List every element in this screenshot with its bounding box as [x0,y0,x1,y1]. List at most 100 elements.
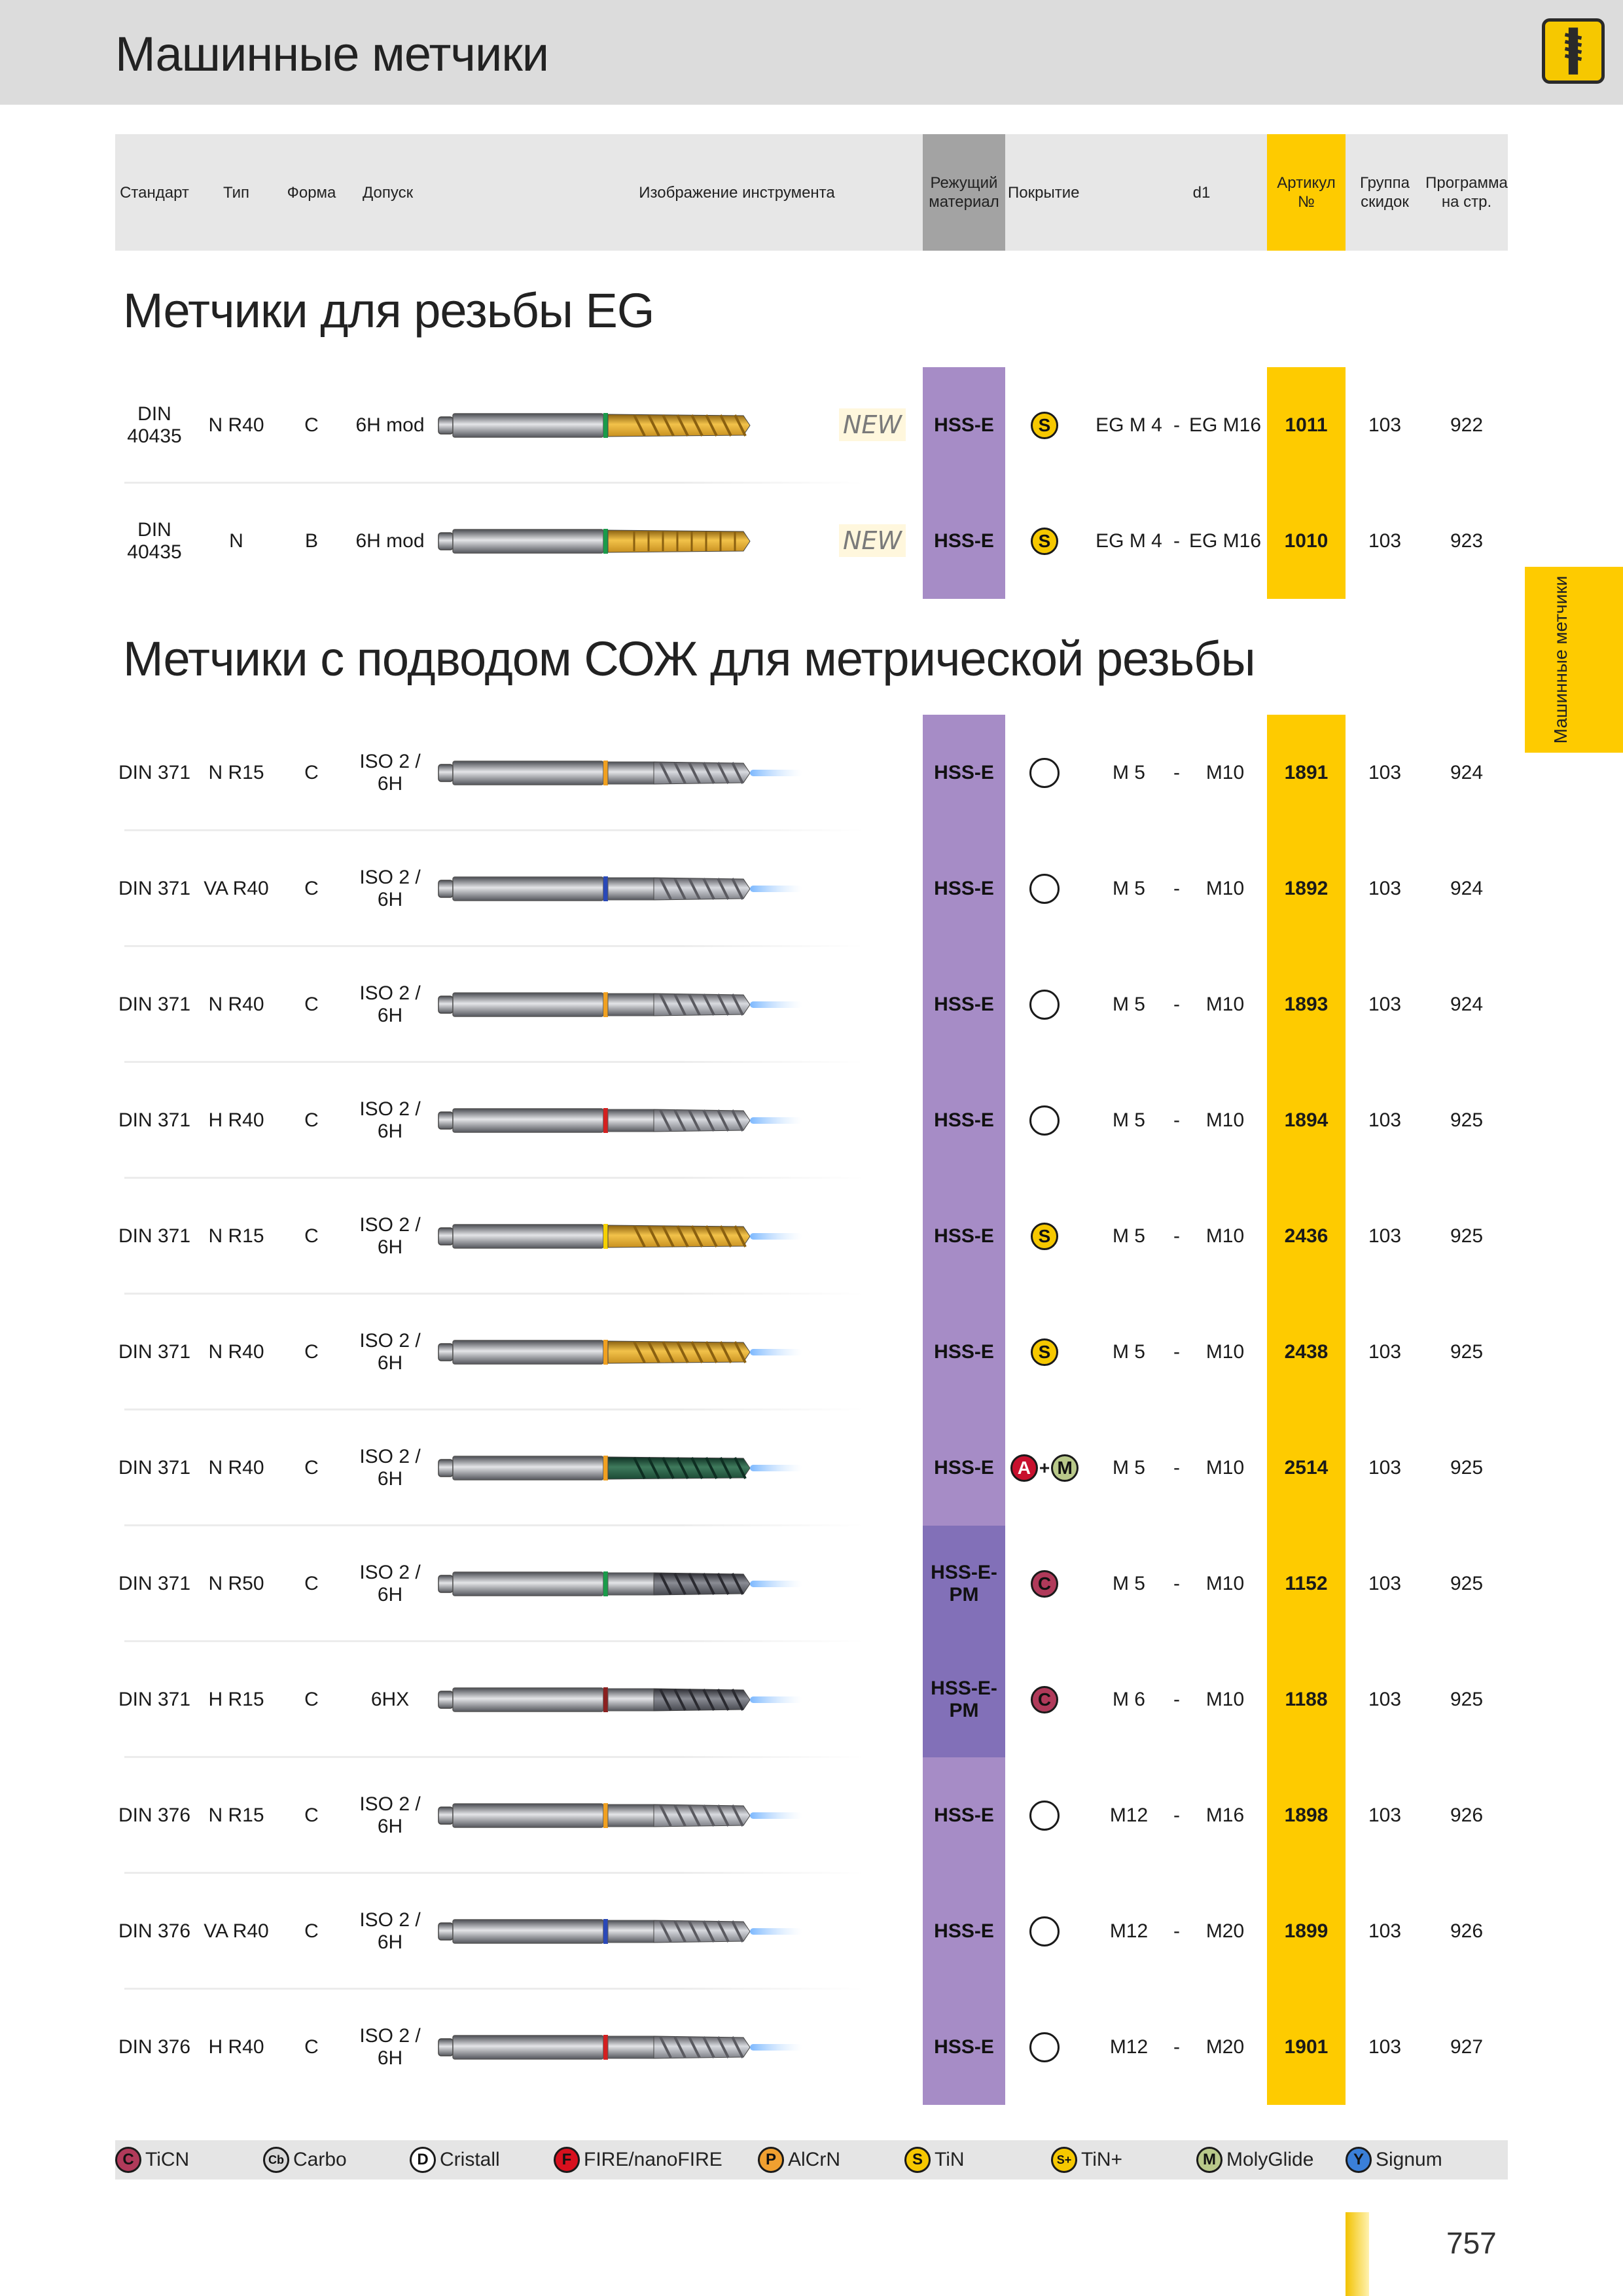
tool-flute-line [659,1688,672,1711]
form-cell: C [304,1225,319,1247]
tool-flute-line [662,1340,675,1363]
coolant-jet [750,1232,802,1240]
coating-s-icon: S [1031,1222,1058,1250]
row-separator [124,1640,864,1642]
page-title: Машинные метчики [115,27,549,81]
tool-flute-line [673,993,687,1016]
tool-flute-line [717,1688,730,1711]
program-page-cell: 924 [1450,761,1484,783]
tool-color-ring [603,1107,608,1133]
tolerance-cell: ISO 2 / 6H [359,2024,421,2069]
standard-cell: DIN 40435 [127,403,182,447]
legend-item: S+ TiN+ [1051,2140,1122,2179]
legend-label: Cristall [440,2149,500,2170]
tool-square-end [438,763,454,782]
coating-plus: + [1039,1457,1050,1478]
d1-dash: - [1173,1688,1180,1710]
type-cell: N R40 [208,1340,264,1363]
coating-cell: C [1008,1641,1081,1757]
tool-color-ring [603,1571,608,1596]
tool-flute-line [717,1572,730,1595]
tool-flute-line [731,1920,744,1943]
d1-to-cell: M10 [1205,1225,1245,1247]
legend-alcrn-icon: P [758,2147,784,2173]
header-article: Артикул № [1267,134,1346,251]
standard-cell: DIN 371 [118,1225,191,1247]
tool-flute-line [647,1225,660,1247]
legend-label: Carbo [293,2149,347,2170]
article-number: 1893 [1284,993,1329,1015]
coolant-jet [750,1348,802,1355]
tool-flute-line [734,1456,747,1479]
tool-flute-line [705,1340,718,1363]
tool-flute-line [719,1340,732,1363]
tool-shank [452,876,604,901]
coating-cell [1008,1062,1081,1178]
discount-group-cell: 103 [1368,1340,1402,1363]
tool-flute-line [717,2036,730,2058]
tool-color-ring [603,1455,608,1480]
tool-flute-line [702,761,715,784]
tool-flute-line [662,414,675,437]
material-cell: HSS-E [934,1340,994,1363]
tool-flute-line [676,414,689,437]
form-cell: C [304,1572,319,1594]
coating-cell [1008,1989,1081,2105]
tool-thread-body [607,529,751,553]
tool-flute-line [702,877,715,900]
coating-cell [1008,1873,1081,1989]
tool-color-ring [603,876,608,901]
legend-carbo-icon: Cb [263,2147,289,2173]
standard-cell: DIN 40435 [127,518,182,563]
coolant-jet [750,1928,802,1935]
d1-from-cell: M 5 [1112,1456,1145,1479]
new-badge: NEW [839,524,906,557]
tap-tool-image [438,1455,802,1480]
coating-cell [1008,831,1081,946]
tool-color-ring [603,992,608,1017]
article-number: 1898 [1284,1804,1329,1826]
program-page-cell: 927 [1450,2036,1484,2058]
tool-flute-line [659,993,672,1016]
side-tab[interactable]: Машинные метчики [1525,567,1623,753]
d1-from-cell: M 5 [1112,1340,1145,1363]
discount-group-cell: 103 [1368,1804,1402,1826]
tap-tool-image [438,2034,802,2060]
legend-cristall-icon: D [410,2147,436,2173]
tool-flute-line [717,1109,730,1132]
tap-tool-image [438,412,751,438]
article-column [1267,715,1346,2105]
tolerance-cell: ISO 2 / 6H [359,1909,421,1953]
tool-shank [452,1918,604,1944]
coating-cell: S [1008,483,1081,599]
d1-to-cell: M20 [1205,2036,1245,2058]
tool-flute-line [688,1920,701,1943]
type-cell: N R15 [208,1225,264,1247]
d1-dash: - [1173,2036,1180,2058]
tool-shank [452,760,604,785]
tool-flute-line [705,1225,718,1247]
page-number: 757 [1446,2226,1497,2260]
program-page-cell: 924 [1450,993,1484,1015]
tool-flute-line [688,761,701,784]
tool-flute-line [702,1804,715,1827]
tool-flute-line [673,877,687,900]
type-cell: N R15 [208,761,264,783]
tap-tool-image [438,1687,802,1712]
row-separator [124,1872,864,1874]
legend-tin-icon: S [904,2147,931,2173]
d1-from-cell: M 5 [1112,877,1145,899]
row-separator [124,945,864,947]
program-page-cell: 925 [1450,1225,1484,1247]
coolant-jet [750,1580,802,1587]
d1-from-cell: M12 [1109,1920,1149,1942]
legend-label: AlCrN [788,2149,840,2170]
legend-item: S TiN [904,2140,965,2179]
article-number: 1011 [1285,414,1328,436]
tool-flute-line [690,1225,704,1247]
tool-flute-line [633,1340,646,1363]
d1-dash: - [1173,1572,1180,1594]
tolerance-cell: ISO 2 / 6H [359,1098,421,1142]
type-cell: H R40 [208,1109,264,1131]
material-cell: HSS-E [934,414,994,436]
